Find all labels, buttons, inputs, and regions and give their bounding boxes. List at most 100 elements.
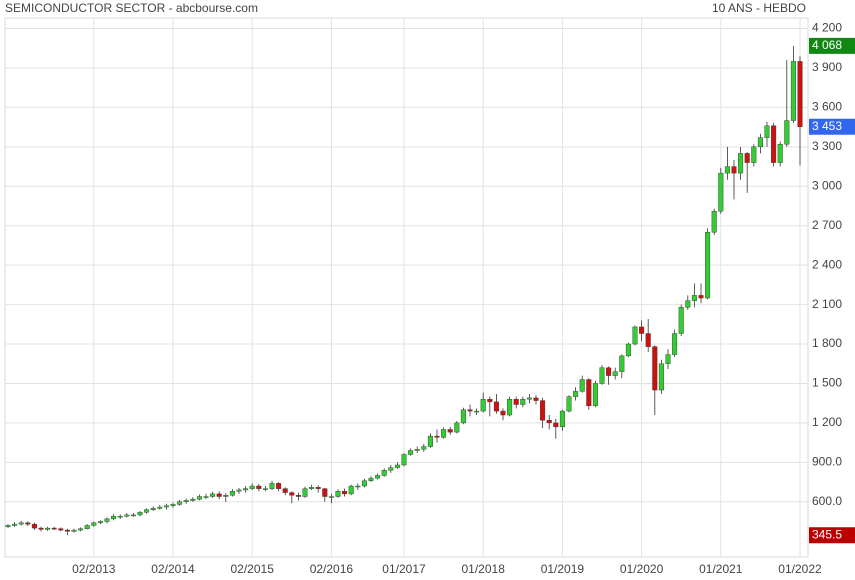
candle-body: [665, 354, 671, 364]
y-tick-label: 2 700: [812, 218, 842, 232]
candle-body: [685, 300, 691, 308]
candle-body: [718, 172, 724, 212]
candle-body: [150, 508, 156, 510]
candle-body: [302, 488, 308, 497]
x-tick-label: 01/2017: [382, 562, 426, 576]
candle-body: [500, 410, 506, 416]
candle-body: [559, 410, 565, 428]
candle-body: [210, 493, 216, 497]
candle-body: [64, 529, 70, 532]
candle-body: [658, 363, 664, 391]
price-tag: [809, 527, 855, 544]
candle-body: [177, 501, 183, 505]
y-tick-label: 3 900: [812, 60, 842, 74]
candle-body: [764, 125, 770, 138]
candle-body: [18, 522, 24, 525]
x-tick-label: 01/2022: [778, 562, 822, 576]
candle-body: [348, 485, 354, 495]
candle-body: [328, 496, 334, 498]
candle-body: [533, 397, 539, 401]
candle-body: [117, 516, 123, 518]
candle-body: [408, 450, 414, 455]
plot-frame: [4, 17, 809, 558]
candle-body: [691, 295, 697, 301]
candle-body: [599, 367, 605, 384]
candle-body: [388, 467, 394, 471]
candle-body: [705, 232, 711, 299]
price-tag-label: 345.5: [812, 527, 842, 541]
candle-body: [771, 125, 777, 163]
chart-subtitle: 10 ANS - HEBDO: [712, 1, 806, 15]
candle-body: [45, 527, 51, 530]
candle-body: [216, 493, 222, 497]
candle-body: [493, 401, 499, 412]
candle-body: [295, 495, 301, 497]
candle-body: [236, 489, 242, 492]
candle-body: [394, 464, 400, 468]
candle-body: [579, 379, 585, 392]
candle-body: [91, 522, 97, 526]
candle-body: [157, 506, 163, 509]
candle-body: [441, 429, 447, 438]
x-tick-label: 01/2021: [699, 562, 743, 576]
candle-body: [744, 153, 750, 163]
candle-body: [229, 491, 235, 496]
y-tick-label: 4 200: [812, 21, 842, 35]
candle-body: [513, 399, 519, 405]
candle-body: [335, 491, 341, 497]
candle-body: [467, 409, 473, 412]
candle-body: [315, 487, 321, 489]
candle-body: [751, 146, 757, 163]
y-tick-label: 3 300: [812, 139, 842, 153]
candle-body: [183, 500, 189, 502]
candle-body: [652, 346, 658, 391]
candle-body: [144, 509, 150, 513]
y-tick-label: 900.0: [812, 455, 842, 469]
candle-body: [777, 144, 783, 163]
candle-body: [487, 399, 493, 403]
candle-body: [698, 295, 704, 299]
price-tag: [809, 118, 855, 135]
candle-body: [434, 435, 440, 438]
candle-body: [97, 521, 103, 524]
y-tick-label: 3 600: [812, 100, 842, 114]
candle-body: [137, 512, 143, 516]
candle-body: [203, 496, 209, 498]
y-tick-label: 600.0: [812, 494, 842, 508]
candle-body: [342, 491, 348, 495]
candle-body: [738, 153, 744, 174]
price-tag: [809, 37, 855, 54]
candle-body: [104, 518, 110, 522]
candle-body: [322, 488, 328, 497]
candle-body: [790, 61, 796, 121]
candle-body: [625, 343, 631, 357]
price-tag-label: 3 453: [812, 119, 842, 133]
candle-body: [592, 383, 598, 407]
candle-body: [427, 435, 433, 447]
candle-body: [480, 399, 486, 412]
candle-body: [454, 422, 460, 433]
y-tick-label: 1 200: [812, 415, 842, 429]
candle-body: [243, 488, 249, 491]
candle-body: [12, 523, 18, 526]
x-tick-label: 02/2013: [72, 562, 116, 576]
candle-body: [249, 485, 255, 489]
candle-body: [381, 470, 387, 476]
y-tick-label: 1 500: [812, 376, 842, 390]
candle-body: [540, 400, 546, 421]
y-tick-label: 1 800: [812, 336, 842, 350]
candle-body: [421, 446, 427, 450]
candle-body: [553, 422, 559, 428]
candle-body: [639, 326, 645, 334]
candle-body: [401, 454, 407, 466]
candle-body: [25, 522, 31, 525]
candle-body: [414, 449, 420, 451]
candle-body: [757, 137, 763, 148]
candle-body: [58, 528, 64, 531]
x-tick-label: 01/2020: [620, 562, 664, 576]
candle-body: [507, 399, 513, 416]
candle-body: [375, 475, 381, 479]
candle-body: [51, 527, 57, 530]
candle-body: [573, 391, 579, 397]
